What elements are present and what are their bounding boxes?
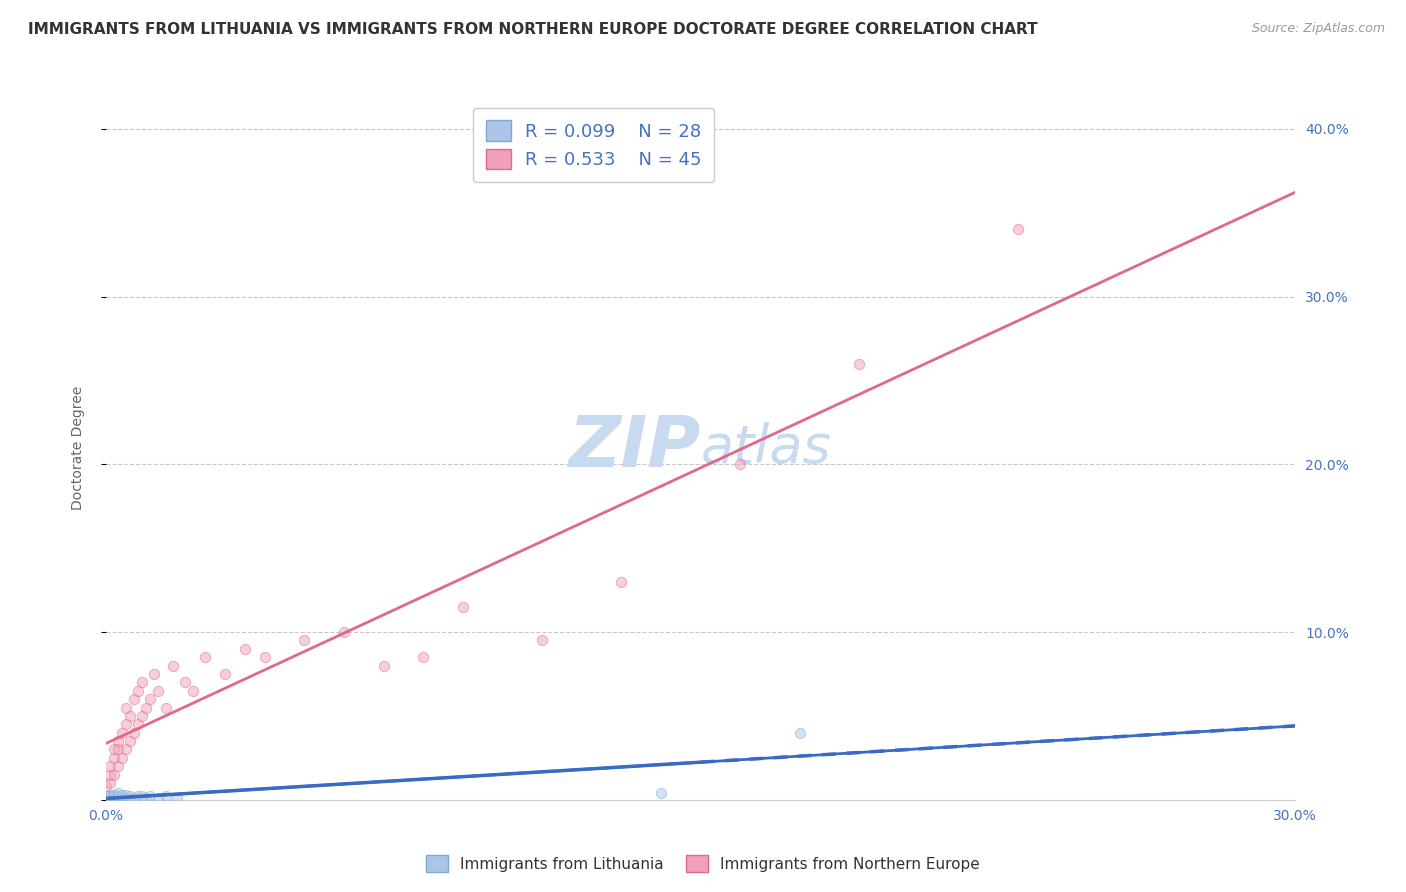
Point [194, 650, 217, 665]
Y-axis label: Doctorate Degree: Doctorate Degree [72, 385, 86, 509]
Point [174, 675, 197, 690]
Point [131, 789, 153, 804]
Point [118, 789, 141, 804]
Point [127, 683, 149, 698]
Point [1007, 222, 1029, 236]
Point [122, 692, 145, 706]
Point [131, 675, 153, 690]
Point [253, 650, 276, 665]
Legend: Immigrants from Lithuania, Immigrants from Northern Europe: Immigrants from Lithuania, Immigrants fr… [419, 847, 987, 880]
Point [127, 789, 149, 804]
Point [142, 667, 165, 681]
Point [412, 650, 434, 665]
Point [292, 633, 315, 648]
Point [166, 791, 188, 805]
Point [118, 709, 141, 723]
Point [373, 658, 395, 673]
Point [789, 725, 811, 739]
Point [111, 751, 134, 765]
Point [118, 734, 141, 748]
Point [155, 789, 177, 804]
Point [98, 776, 121, 790]
Point [111, 788, 134, 802]
Point [115, 700, 138, 714]
Point [451, 599, 474, 614]
Point [107, 786, 129, 800]
Point [103, 793, 125, 807]
Point [610, 574, 633, 589]
Point [730, 458, 752, 472]
Point [103, 791, 125, 805]
Point [98, 789, 121, 804]
Point [98, 793, 121, 807]
Point [103, 788, 125, 802]
Point [103, 742, 125, 756]
Point [233, 641, 256, 656]
Point [115, 788, 138, 802]
Point [111, 791, 134, 805]
Text: atlas: atlas [700, 422, 831, 474]
Point [146, 791, 169, 805]
Point [214, 667, 236, 681]
Point [135, 700, 157, 714]
Point [115, 717, 138, 731]
Point [146, 683, 169, 698]
Point [94, 780, 117, 794]
Point [162, 658, 184, 673]
Point [115, 742, 138, 756]
Point [107, 789, 129, 804]
Point [103, 751, 125, 765]
Point [98, 788, 121, 802]
Point [131, 709, 153, 723]
Text: IMMIGRANTS FROM LITHUANIA VS IMMIGRANTS FROM NORTHERN EUROPE DOCTORATE DEGREE CO: IMMIGRANTS FROM LITHUANIA VS IMMIGRANTS … [28, 22, 1038, 37]
Point [122, 725, 145, 739]
Point [103, 767, 125, 781]
Text: ZIP: ZIP [568, 413, 700, 482]
Point [107, 734, 129, 748]
Point [138, 692, 160, 706]
Point [650, 786, 672, 800]
Text: Source: ZipAtlas.com: Source: ZipAtlas.com [1251, 22, 1385, 36]
Point [98, 759, 121, 773]
Point [98, 791, 121, 805]
Point [107, 791, 129, 805]
Point [155, 700, 177, 714]
Point [531, 633, 554, 648]
Legend: R = 0.099    N = 28, R = 0.533    N = 45: R = 0.099 N = 28, R = 0.533 N = 45 [472, 108, 714, 182]
Point [111, 725, 134, 739]
Point [98, 767, 121, 781]
Point [94, 793, 117, 807]
Point [333, 625, 356, 640]
Point [94, 789, 117, 804]
Point [127, 717, 149, 731]
Point [107, 759, 129, 773]
Point [107, 742, 129, 756]
Point [122, 791, 145, 805]
Point [103, 789, 125, 804]
Point [181, 683, 204, 698]
Point [115, 791, 138, 805]
Point [138, 789, 160, 804]
Point [135, 791, 157, 805]
Point [848, 357, 870, 371]
